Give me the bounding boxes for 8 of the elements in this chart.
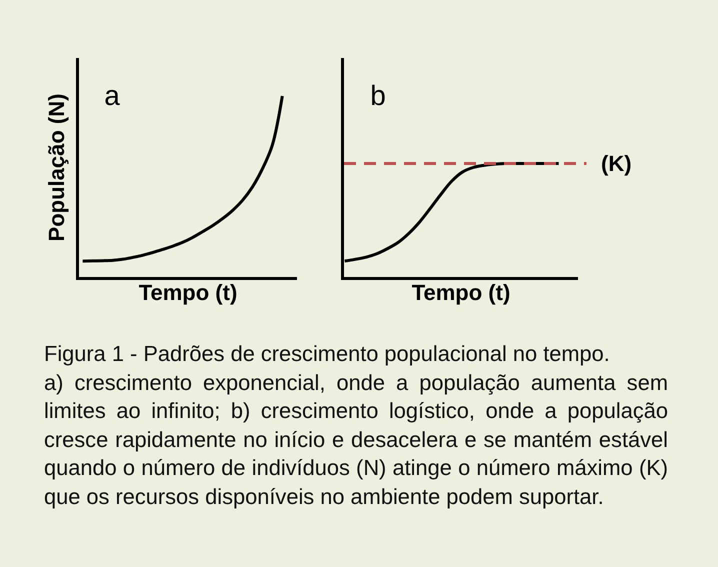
text: Figura 1 - Padrões de crescimento populacional no tempo. bbox=[44, 340, 611, 368]
x-axis-title: Tempo (t) bbox=[138, 280, 238, 305]
chart-title: a bbox=[104, 80, 120, 111]
chart-title: b bbox=[370, 80, 386, 111]
y-axis-title: População (N) bbox=[44, 94, 69, 242]
x-axis-title: Tempo (t) bbox=[412, 280, 510, 305]
ref-line-label: (K) bbox=[601, 151, 632, 176]
text: a) crescimento exponencial, onde a população aumenta sem limites ao infinito; b) crescimento logístico, onde a população cresce rapidamente no início e desacelera e se mantém estável quando o número de indivíduos (N) atinge o número máximo (K) que os recursos disponíveis no ambiente podem suportar. bbox=[44, 368, 668, 511]
